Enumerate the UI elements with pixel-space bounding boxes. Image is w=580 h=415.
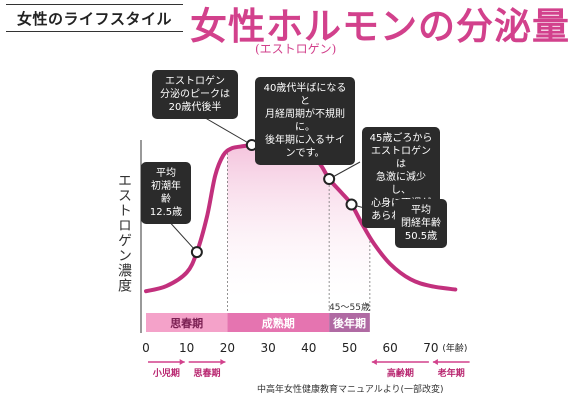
age-stage-arrow-head [432, 359, 438, 365]
x-tick-label: 20 [220, 341, 235, 355]
x-tick-label: 10 [179, 341, 194, 355]
callout-irregular: 40歳代半ばになると 月経周期が不規則に。 後年期に入るサインです。 [255, 77, 355, 165]
age-stage-arrow-head [179, 359, 185, 365]
phase-age-note: 45〜55歳 [329, 301, 370, 313]
y-axis-label: エストロゲン濃度 [116, 173, 132, 293]
age-stage-arrow-head [220, 359, 226, 365]
x-tick-label: 0 [142, 341, 150, 355]
age-stage-arrow-head [371, 359, 377, 365]
phase-band [146, 313, 228, 332]
x-tick-label: 40 [301, 341, 316, 355]
x-tick-label: 70 [423, 341, 438, 355]
age-stage-label: 老年期 [437, 367, 465, 379]
phase-label: 後年期 [333, 316, 366, 330]
callout-peak: エストロゲン 分泌のピークは 20歳代後半 [152, 70, 238, 119]
source-note: 中高年女性健康教育マニュアルより(一部改変) [257, 385, 444, 395]
phase-label: 成熟期 [262, 316, 295, 330]
callout-menarche: 平均 初潮年齢 12.5歳 [141, 162, 191, 224]
phase-band [227, 313, 330, 332]
phase-label: 思春期 [170, 316, 203, 330]
phase-band [329, 313, 370, 332]
title-note: (エストロゲン) [255, 42, 337, 56]
chart-title: 女性ホルモンの分泌量 [190, 4, 570, 48]
marker-point [345, 198, 358, 211]
marker-point [190, 246, 203, 259]
callout-menopause: 平均 閉経年齢 50.5歳 [395, 199, 447, 248]
age-stage-label: 思春期 [194, 367, 221, 379]
tagline: 女性のライフスタイル [6, 4, 183, 32]
x-tick-label: 30 [260, 341, 275, 355]
marker-point [323, 173, 336, 185]
x-tick-label: 50 [342, 341, 357, 355]
x-tick-label: 60 [383, 341, 398, 355]
age-stage-label: 高齢期 [387, 367, 414, 379]
x-unit-label: (年齢) [442, 342, 467, 354]
age-stage-label: 小児期 [152, 367, 180, 379]
